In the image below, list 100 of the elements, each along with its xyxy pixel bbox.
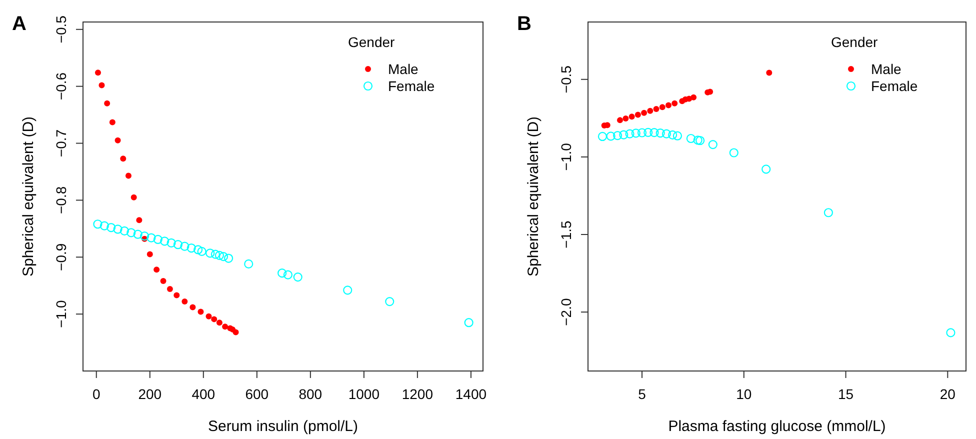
legend-label: Female (871, 78, 918, 94)
point (146, 233, 156, 242)
point (693, 136, 702, 145)
x-tick-label: 600 (245, 386, 269, 402)
legend-label: Male (871, 61, 902, 77)
legend-label: Male (388, 61, 419, 77)
point (647, 108, 654, 114)
point (160, 236, 170, 246)
point (94, 70, 101, 76)
y-tick-label: −1.5 (558, 220, 574, 248)
y-tick-label: −0.8 (53, 186, 69, 214)
point (232, 329, 239, 336)
x-tick-label: 200 (138, 386, 162, 402)
point (762, 164, 771, 174)
point (696, 136, 705, 146)
point (672, 131, 682, 140)
point (113, 224, 122, 234)
point (665, 102, 672, 108)
point (216, 320, 222, 326)
x-axis-title: Serum insulin (pmol/L) (208, 418, 358, 435)
point (126, 228, 136, 238)
point (197, 246, 206, 256)
point (160, 278, 166, 284)
x-tick-label: 1400 (455, 386, 487, 402)
point (628, 114, 635, 120)
point (222, 324, 228, 330)
x-tick-label: 1200 (402, 386, 434, 402)
y-tick-label: −0.9 (53, 243, 69, 271)
x-axis-title: Plasma fasting glucose (mmol/L) (668, 418, 886, 435)
point (656, 128, 665, 138)
point (631, 128, 640, 138)
y-tick-label: −2.0 (558, 298, 574, 326)
point (385, 296, 394, 306)
y-tick-label: −0.7 (53, 129, 69, 158)
point (93, 220, 102, 229)
point (606, 132, 616, 141)
y-tick-label: −1.0 (53, 300, 69, 328)
y-axis-title: Spherical equivalent (D) (20, 116, 37, 277)
point (824, 208, 834, 218)
point (206, 248, 215, 258)
point (120, 226, 130, 236)
point (104, 100, 110, 106)
point (174, 292, 180, 298)
point (180, 242, 190, 251)
point (766, 70, 772, 76)
x-tick-label: 1000 (348, 386, 380, 402)
point (650, 128, 659, 138)
point (668, 130, 678, 140)
y-tick-label: −0.5 (53, 15, 69, 44)
point (125, 172, 132, 179)
point (283, 270, 292, 280)
point (729, 148, 738, 158)
point (210, 250, 220, 259)
point (293, 272, 302, 282)
chart-title: A (12, 13, 26, 35)
point (140, 232, 150, 241)
point (173, 240, 183, 250)
point (109, 119, 116, 126)
point (278, 268, 287, 278)
point (211, 316, 218, 322)
point (224, 254, 234, 263)
point (708, 140, 718, 150)
point (98, 82, 105, 88)
point (154, 266, 160, 273)
point (625, 129, 634, 138)
point (644, 128, 653, 137)
point (464, 318, 474, 328)
x-tick-label: 15 (838, 386, 854, 402)
point (616, 117, 623, 124)
point (166, 286, 173, 292)
point (130, 194, 137, 200)
point (634, 112, 641, 118)
point (186, 243, 196, 253)
y-tick-label: −0.5 (558, 65, 574, 94)
x-tick-label: 800 (298, 386, 322, 402)
point (166, 238, 176, 248)
point (598, 132, 608, 142)
point (182, 298, 188, 305)
point (637, 128, 647, 138)
point (114, 137, 121, 144)
point (244, 259, 254, 269)
point (133, 230, 142, 239)
y-tick-label: −1.0 (558, 142, 574, 171)
point (659, 104, 666, 110)
point (146, 251, 153, 258)
point (641, 110, 648, 116)
point (662, 129, 672, 138)
point (690, 94, 697, 100)
point (672, 100, 678, 106)
legend-title: Gender (831, 34, 878, 50)
point (100, 221, 109, 230)
legend-label: Female (388, 78, 435, 94)
x-tick-label: 400 (192, 386, 216, 402)
point (946, 328, 956, 338)
y-axis-title: Spherical equivalent (D) (525, 116, 542, 277)
point (343, 286, 352, 295)
x-tick-label: 20 (940, 386, 956, 402)
legend-title: Gender (348, 34, 396, 50)
x-tick-label: 0 (92, 386, 100, 402)
point (136, 217, 142, 224)
